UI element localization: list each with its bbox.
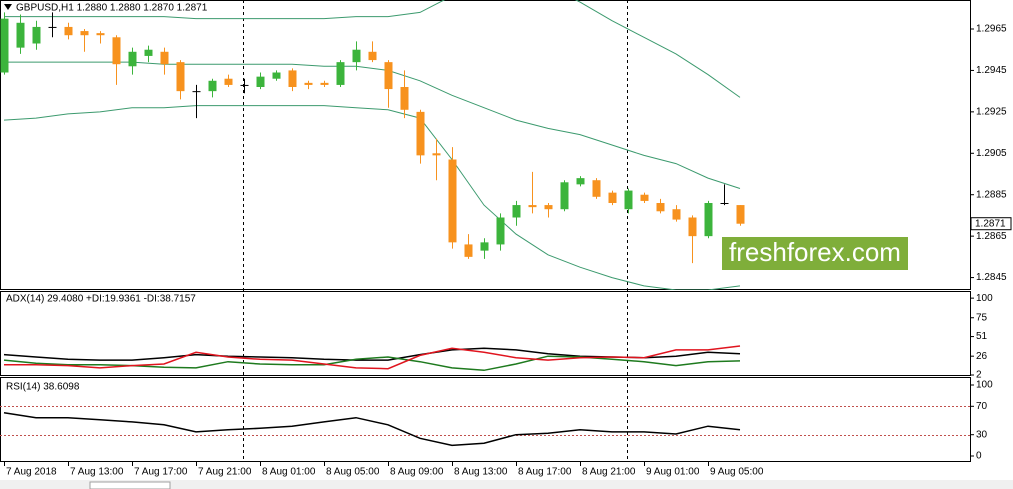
y-tick-label: 1.2865 <box>976 231 1007 242</box>
candle-body <box>496 217 505 245</box>
main-panel-frame <box>0 0 971 290</box>
candle-body <box>352 49 361 63</box>
candle-body <box>304 82 313 85</box>
candle-body <box>528 205 537 208</box>
y-tick-label: 70 <box>976 401 988 412</box>
candle-body <box>656 203 665 212</box>
panel-plot <box>0 406 970 447</box>
candle-body <box>640 194 649 201</box>
x-tick-label: 8 Aug 09:00 <box>390 467 444 478</box>
candle-body <box>192 91 201 93</box>
x-tick-label: 8 Aug 13:00 <box>454 467 508 478</box>
y-tick-label: 2 <box>976 370 982 381</box>
candle-body <box>48 26 57 28</box>
current-price-box <box>970 217 1012 231</box>
indicator-line <box>3 105 741 290</box>
y-tick-label: 1.2925 <box>976 106 1007 117</box>
main-title: GBPUSD,H1 1.2880 1.2880 1.2870 1.2871 <box>16 3 208 14</box>
rsi-panel-frame <box>0 377 971 462</box>
candle-body <box>112 37 121 65</box>
x-tick-label: 9 Aug 05:00 <box>710 467 764 478</box>
y-tick-label: 30 <box>976 429 988 440</box>
candle-body <box>32 26 41 44</box>
candle-body <box>688 217 697 237</box>
y-tick-label: 26 <box>976 351 988 362</box>
y-tick-label: 0 <box>976 451 982 462</box>
candle-body <box>288 70 297 87</box>
y-tick-label: 1.2905 <box>976 148 1007 159</box>
candle-body <box>160 51 169 65</box>
x-tick-label: 7 Aug 2018 <box>6 467 57 478</box>
candle-body <box>384 62 393 90</box>
indicator-line <box>3 411 741 447</box>
candle-body <box>96 33 105 36</box>
x-tick-label: 7 Aug 13:00 <box>70 467 124 478</box>
candle-body <box>512 205 521 218</box>
candle-body <box>576 178 585 185</box>
watermark-box <box>722 237 908 270</box>
candle-body <box>336 62 345 85</box>
candle-body <box>448 159 457 243</box>
candle-body <box>704 203 713 237</box>
y-tick-label: 100 <box>976 293 993 304</box>
panel-plot <box>0 0 745 290</box>
indicator-line <box>4 0 741 98</box>
y-tick-label: 1.2885 <box>976 189 1007 200</box>
x-tick-label: 8 Aug 05:00 <box>326 467 380 478</box>
x-tick-label: 7 Aug 17:00 <box>134 467 188 478</box>
candle-body <box>416 111 425 156</box>
tab-strip <box>0 480 1013 489</box>
symbol-icon <box>4 4 12 10</box>
indicator-line <box>4 345 741 370</box>
candle-body <box>240 84 249 86</box>
candle-body <box>624 190 633 210</box>
candle-body <box>736 205 745 224</box>
y-tick-label: 1.2965 <box>976 24 1007 35</box>
adx-title: ADX(14) 29.4080 +DI:19.9361 -DI:38.7157 <box>6 294 196 305</box>
candle-body <box>368 51 377 61</box>
candle-body <box>272 72 281 79</box>
tab <box>89 481 171 489</box>
candle-body <box>224 78 233 85</box>
candle-body <box>256 76 265 87</box>
candle-body <box>16 22 25 48</box>
y-tick-label: 51 <box>976 331 988 342</box>
adx-panel-frame <box>0 291 971 376</box>
candle-body <box>480 242 489 251</box>
y-tick-label: 100 <box>976 380 993 391</box>
watermark: freshforex.com <box>729 237 901 267</box>
candle-body <box>400 87 409 110</box>
candle-body <box>320 82 329 85</box>
candle-body <box>128 51 137 67</box>
x-tick-label: 9 Aug 01:00 <box>646 467 700 478</box>
candle-body <box>544 205 553 210</box>
candle-body <box>432 153 441 156</box>
indicator-line <box>4 61 741 189</box>
candle-body <box>608 192 617 203</box>
x-tick-label: 7 Aug 21:00 <box>198 467 252 478</box>
y-tick-label: 1.2845 <box>976 272 1007 283</box>
candle-body <box>144 49 153 56</box>
candle-body <box>208 80 217 92</box>
current-price-label: 1.2871 <box>975 218 1006 229</box>
y-tick-label: 75 <box>976 312 988 323</box>
candle-body <box>0 18 9 73</box>
y-tick-label: 1.2945 <box>976 65 1007 76</box>
candle-body <box>464 244 473 257</box>
candle-body <box>176 62 185 92</box>
rsi-title: RSI(14) 38.6098 <box>6 382 80 393</box>
x-tick-label: 8 Aug 01:00 <box>262 467 316 478</box>
candle-body <box>64 26 73 36</box>
panel-plot <box>3 345 741 372</box>
candle-body <box>672 209 681 220</box>
candle-body <box>80 31 89 36</box>
candle-body <box>720 203 729 204</box>
candle-body <box>560 182 569 210</box>
x-tick-label: 8 Aug 21:00 <box>582 467 636 478</box>
candle-body <box>592 180 601 197</box>
x-tick-label: 8 Aug 17:00 <box>518 467 572 478</box>
